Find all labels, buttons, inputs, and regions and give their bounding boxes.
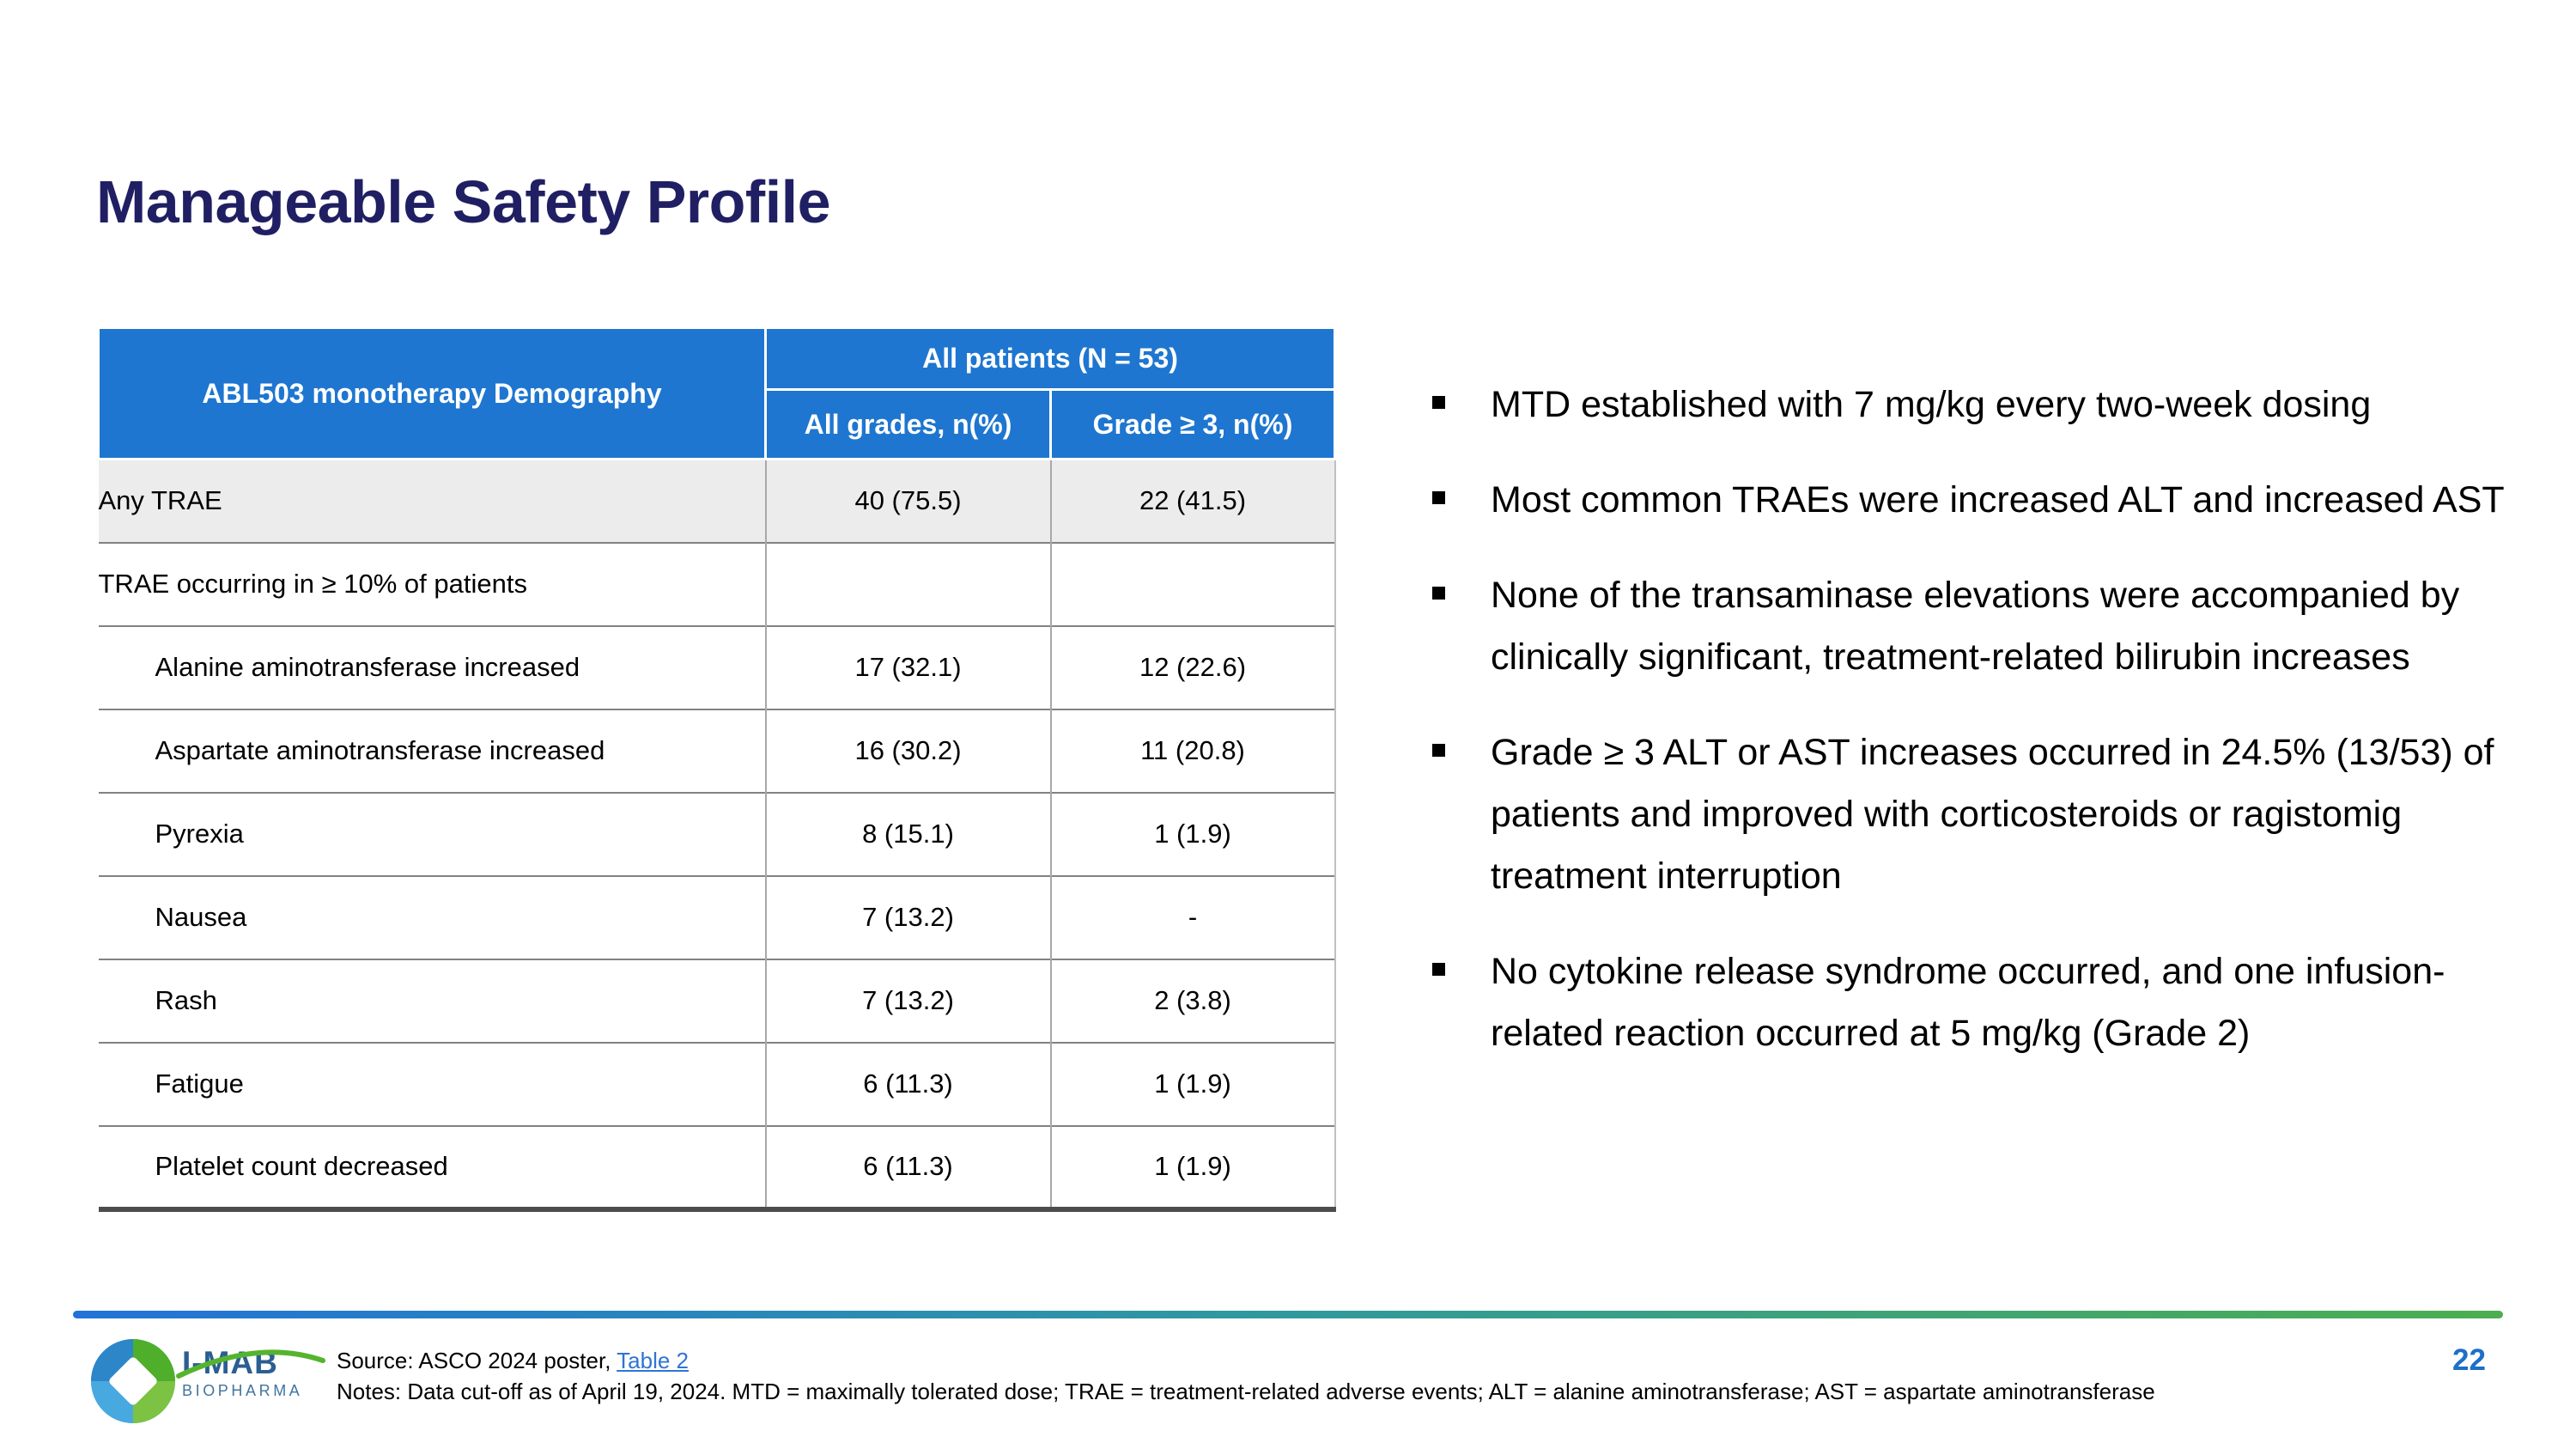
source-line: Source: ASCO 2024 poster, Table 2 <box>337 1347 689 1374</box>
row-grade3-value: 1 (1.9) <box>1049 1124 1336 1212</box>
source-text: Source: ASCO 2024 poster, <box>337 1348 617 1373</box>
table-row: Nausea 7 (13.2) - <box>98 874 1336 959</box>
logo-secondary-text: BIOPHARMA <box>182 1382 303 1399</box>
bullet-square-icon <box>1432 396 1445 409</box>
row-grade3-value: 12 (22.6) <box>1049 624 1336 709</box>
page-title: Manageable Safety Profile <box>96 167 831 235</box>
bullet-square-icon <box>1432 491 1445 504</box>
row-grade3-value <box>1049 541 1336 626</box>
table-header-all-grades: All grades, n(%) <box>764 388 1052 460</box>
table-row: Platelet count decreased 6 (11.3) 1 (1.9) <box>98 1124 1336 1212</box>
row-label: Alanine aminotransferase increased <box>98 624 766 709</box>
row-all-grades-value: 16 (30.2) <box>764 708 1051 793</box>
row-label: Platelet count decreased <box>98 1124 766 1212</box>
table-header-all-patients: All patients (N = 53) <box>764 326 1336 391</box>
row-all-grades-value: 6 (11.3) <box>764 1124 1051 1212</box>
row-all-grades-value <box>764 541 1051 626</box>
bullet-square-icon <box>1432 963 1445 976</box>
row-label: Aspartate aminotransferase increased <box>98 708 766 793</box>
row-all-grades-value: 8 (15.1) <box>764 791 1051 876</box>
source-table-link[interactable]: Table 2 <box>617 1348 690 1373</box>
safety-table: ABL503 monotherapy Demography All patien… <box>97 326 1336 1212</box>
row-label: TRAE occurring in ≥ 10% of patients <box>98 541 766 626</box>
table-row: Any TRAE 40 (75.5) 22 (41.5) <box>98 459 1336 543</box>
imab-logo-mark-icon <box>91 1339 175 1423</box>
bullet-text: MTD established with 7 mg/kg every two-w… <box>1491 384 2372 425</box>
row-grade3-value: 2 (3.8) <box>1049 958 1336 1043</box>
imab-logo: I-MAB BIOPHARMA <box>176 1345 337 1401</box>
notes-line: Notes: Data cut-off as of April 19, 2024… <box>337 1379 2155 1404</box>
table-row: Alanine aminotransferase increased 17 (32… <box>98 624 1336 709</box>
row-label: Any TRAE <box>98 459 766 543</box>
footer-accent-line <box>73 1311 2503 1318</box>
row-grade3-value: 22 (41.5) <box>1049 459 1336 543</box>
table-row: Rash 7 (13.2) 2 (3.8) <box>98 958 1336 1043</box>
row-all-grades-value: 7 (13.2) <box>764 874 1051 959</box>
table-row: Pyrexia 8 (15.1) 1 (1.9) <box>98 791 1336 876</box>
bullet-square-icon <box>1432 744 1445 757</box>
bullet-item: MTD established with 7 mg/kg every two-w… <box>1417 374 2506 435</box>
row-grade3-value: 1 (1.9) <box>1049 1041 1336 1126</box>
table-header-row-2: All grades, n(%) Grade ≥ 3, n(%) <box>99 388 1336 460</box>
bullet-item: Most common TRAEs were increased ALT and… <box>1417 469 2506 531</box>
table-row: Aspartate aminotransferase increased 16 (… <box>98 708 1336 793</box>
row-label: Pyrexia <box>98 791 766 876</box>
table-row: TRAE occurring in ≥ 10% of patients <box>98 541 1336 626</box>
row-grade3-value: 11 (20.8) <box>1049 708 1336 793</box>
logo-primary-text: I-MAB <box>182 1345 278 1380</box>
row-label: Rash <box>98 958 766 1043</box>
bullet-text: No cytokine release syndrome occurred, a… <box>1491 951 2445 1054</box>
bullet-text: Most common TRAEs were increased ALT and… <box>1491 479 2505 521</box>
bullet-text: Grade ≥ 3 ALT or AST increases occurred … <box>1491 732 2494 897</box>
page-number: 22 <box>2452 1343 2486 1377</box>
row-label: Nausea <box>98 874 766 959</box>
table-header-grade3: Grade ≥ 3, n(%) <box>1049 388 1336 460</box>
bullet-item: No cytokine release syndrome occurred, a… <box>1417 941 2506 1064</box>
row-label: Fatigue <box>98 1041 766 1126</box>
bullet-list: MTD established with 7 mg/kg every two-w… <box>1417 374 2506 1098</box>
row-all-grades-value: 6 (11.3) <box>764 1041 1051 1126</box>
row-grade3-value: - <box>1049 874 1336 959</box>
table-header-demography: ABL503 monotherapy Demography <box>97 326 767 460</box>
row-all-grades-value: 40 (75.5) <box>764 459 1051 543</box>
bullet-square-icon <box>1432 587 1445 600</box>
table-header-row-1: ABL503 monotherapy Demography All patien… <box>97 326 1336 460</box>
row-all-grades-value: 17 (32.1) <box>764 624 1051 709</box>
table-row: Fatigue 6 (11.3) 1 (1.9) <box>98 1041 1336 1126</box>
bullet-item: Grade ≥ 3 ALT or AST increases occurred … <box>1417 721 2506 907</box>
bullet-item: None of the transaminase elevations were… <box>1417 564 2506 688</box>
row-all-grades-value: 7 (13.2) <box>764 958 1051 1043</box>
row-grade3-value: 1 (1.9) <box>1049 791 1336 876</box>
bullet-text: None of the transaminase elevations were… <box>1491 575 2460 678</box>
